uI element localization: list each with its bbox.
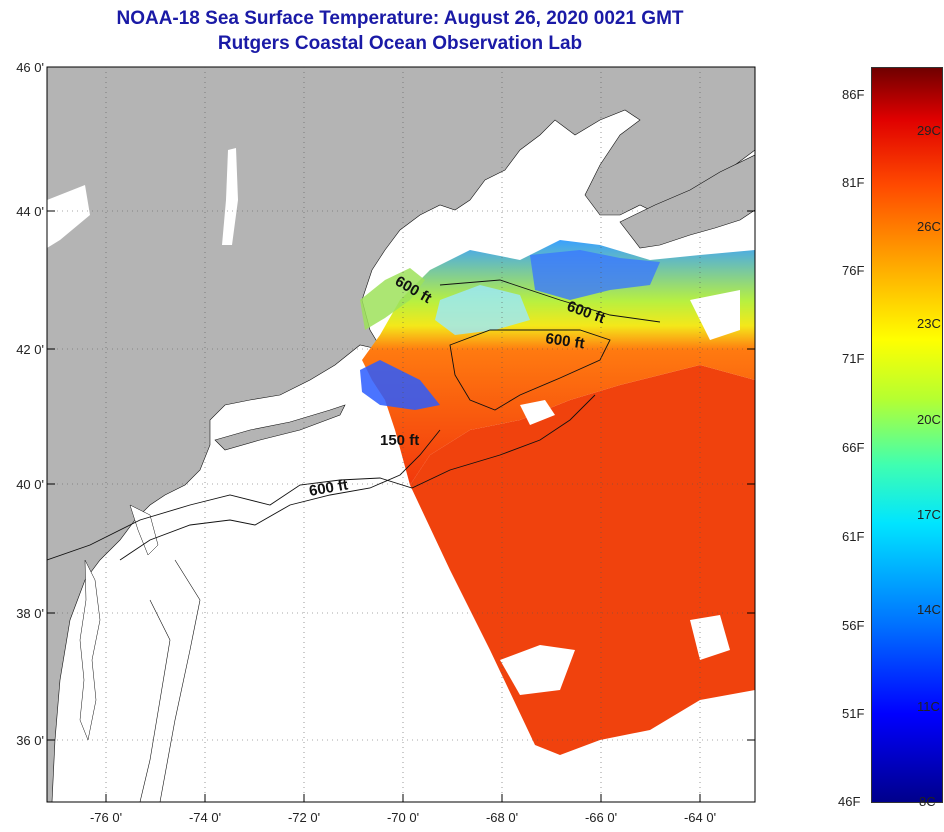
lon-label: -72 0' [288, 810, 320, 825]
cloud-patch [690, 290, 740, 340]
sst-light-band [435, 285, 530, 335]
isobath-600ft-maine [439, 279, 661, 323]
celsius-label: 11C [917, 699, 940, 714]
lake-champlain [222, 148, 238, 245]
isobath-600ft-gulf [449, 329, 611, 411]
sst-green-band [360, 268, 425, 330]
fahrenheit-label: 56F [842, 618, 865, 633]
lat-label: 36 0' [16, 733, 44, 748]
map-title: NOAA-18 Sea Surface Temperature: August … [116, 8, 684, 29]
lon-label: -74 0' [189, 810, 221, 825]
fahrenheit-label: 86F [842, 87, 865, 102]
isobath-label: 150 ft [380, 432, 419, 449]
sst-swath-warm [410, 365, 755, 755]
coastal-contour [139, 599, 171, 802]
lat-label: 38 0' [16, 606, 44, 621]
map-subtitle: Rutgers Coastal Ocean Observation Lab [217, 33, 583, 54]
lat-label: 46 0' [16, 60, 44, 75]
fahrenheit-label: 71F [842, 351, 865, 366]
cloud-patch [500, 645, 575, 695]
isobath-label: 600 ft [544, 330, 585, 352]
cloud-patch [690, 615, 730, 660]
long-island-land [214, 404, 346, 451]
fahrenheit-label: 81F [842, 175, 865, 190]
celsius-label: 20C [917, 412, 941, 427]
celsius-label: 26C [917, 219, 941, 234]
lat-lon-grid [47, 67, 755, 802]
map-frame [46, 66, 756, 803]
celsius-label: 29C [917, 123, 941, 138]
isobath-label: 600 ft [308, 476, 350, 500]
isobath-150ft [119, 429, 441, 561]
celsius-label: 17C [917, 507, 941, 522]
lon-label: -64 0' [684, 810, 716, 825]
fahrenheit-label: 76F [842, 263, 865, 278]
isobath-600ft [47, 394, 596, 561]
celsius-label: 8C [919, 794, 936, 809]
sst-cold-patch [530, 250, 660, 300]
celsius-label: 23C [917, 316, 941, 331]
inland-lake [47, 185, 90, 248]
fahrenheit-label: 46F [838, 794, 861, 809]
lat-label: 40 0' [16, 477, 44, 492]
delaware-bay [129, 504, 159, 556]
sst-cold-band [360, 360, 440, 410]
lat-label: 42 0' [16, 342, 44, 357]
lat-label: 44 0' [16, 204, 44, 219]
fahrenheit-label: 66F [842, 440, 865, 455]
lon-label: -70 0' [387, 810, 419, 825]
celsius-label: 14C [917, 602, 941, 617]
fahrenheit-label: 61F [842, 529, 865, 544]
fahrenheit-label: 51F [842, 706, 865, 721]
lon-label: -76 0' [90, 810, 122, 825]
lon-label: -66 0' [585, 810, 617, 825]
cloud-patch [520, 400, 555, 425]
coastal-contour [159, 559, 201, 802]
temperature-colorbar [871, 67, 943, 803]
axis-ticks [47, 210, 755, 802]
nova-scotia-land [619, 154, 755, 249]
lon-label: -68 0' [486, 810, 518, 825]
